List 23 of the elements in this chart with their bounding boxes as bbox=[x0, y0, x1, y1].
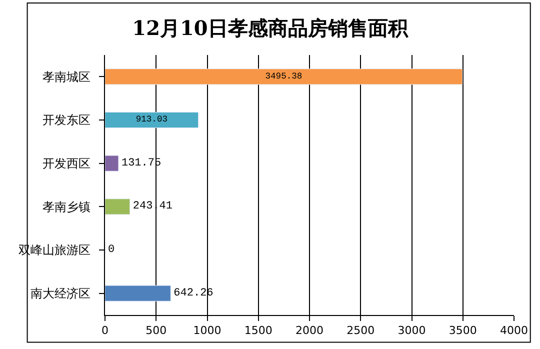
x-tick-label: 0 bbox=[102, 324, 108, 338]
data-label: 3495.38 bbox=[265, 71, 302, 82]
x-tick-label: 3000 bbox=[398, 324, 426, 338]
data-label: 0 bbox=[108, 244, 115, 256]
bar bbox=[105, 112, 199, 128]
x-tick-label: 2500 bbox=[346, 324, 375, 338]
bar bbox=[105, 68, 463, 85]
y-tick-label: 开发西区 bbox=[42, 156, 91, 171]
bar bbox=[105, 155, 119, 172]
x-tick-label: 1000 bbox=[193, 324, 222, 338]
x-tick-label: 1500 bbox=[244, 324, 272, 338]
data-label: 913.03 bbox=[136, 114, 168, 125]
bar bbox=[105, 198, 130, 215]
y-tick-label: 孝南乡镇 bbox=[42, 200, 91, 214]
x-tick-label: 2000 bbox=[296, 324, 324, 338]
x-tick-label: 3500 bbox=[448, 324, 477, 338]
chart-title: 12月10日孝感商品房销售面积 bbox=[132, 16, 409, 40]
x-tick-label: 500 bbox=[146, 324, 167, 338]
bar bbox=[105, 285, 171, 302]
x-tick-label: 4000 bbox=[500, 324, 528, 338]
y-tick-label: 孝南城区 bbox=[42, 70, 91, 84]
y-tick-label: 南大经济区 bbox=[30, 286, 91, 301]
y-tick-label: 开发东区 bbox=[42, 113, 91, 128]
